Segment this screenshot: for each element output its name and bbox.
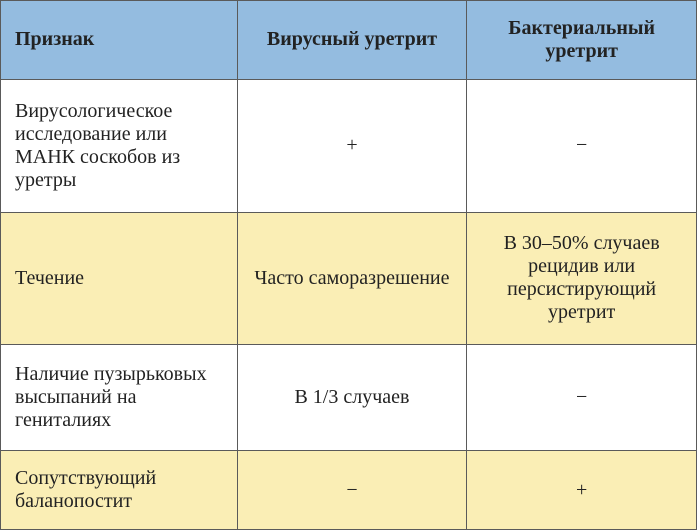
cell-bacterial: В 30–50% случаев рецидив или персистирую… — [467, 212, 697, 345]
table-header-row: Признак Вирусный уретрит Бактериальный у… — [1, 1, 697, 80]
cell-sign: Сопутствующий баланопостит — [1, 451, 238, 530]
table-row: Вирусологическое исследование или МАНК с… — [1, 79, 697, 212]
header-bacterial: Бактериальный уретрит — [467, 1, 697, 80]
cell-viral: В 1/3 случаев — [237, 345, 467, 451]
table-row: Сопутствующий баланопостит − + — [1, 451, 697, 530]
cell-sign: Наличие пузырьковых высыпаний на генитал… — [1, 345, 238, 451]
cell-sign: Вирусологическое исследование или МАНК с… — [1, 79, 238, 212]
header-sign: Признак — [1, 1, 238, 80]
cell-viral: − — [237, 451, 467, 530]
header-viral: Вирусный уретрит — [237, 1, 467, 80]
cell-bacterial: − — [467, 345, 697, 451]
cell-viral: Часто саморазрешение — [237, 212, 467, 345]
table-row: Наличие пузырьковых высыпаний на генитал… — [1, 345, 697, 451]
comparison-table: Признак Вирусный уретрит Бактериальный у… — [0, 0, 697, 530]
table-row: Течение Часто саморазрешение В 30–50% сл… — [1, 212, 697, 345]
cell-bacterial: − — [467, 79, 697, 212]
cell-viral: + — [237, 79, 467, 212]
cell-sign: Течение — [1, 212, 238, 345]
cell-bacterial: + — [467, 451, 697, 530]
